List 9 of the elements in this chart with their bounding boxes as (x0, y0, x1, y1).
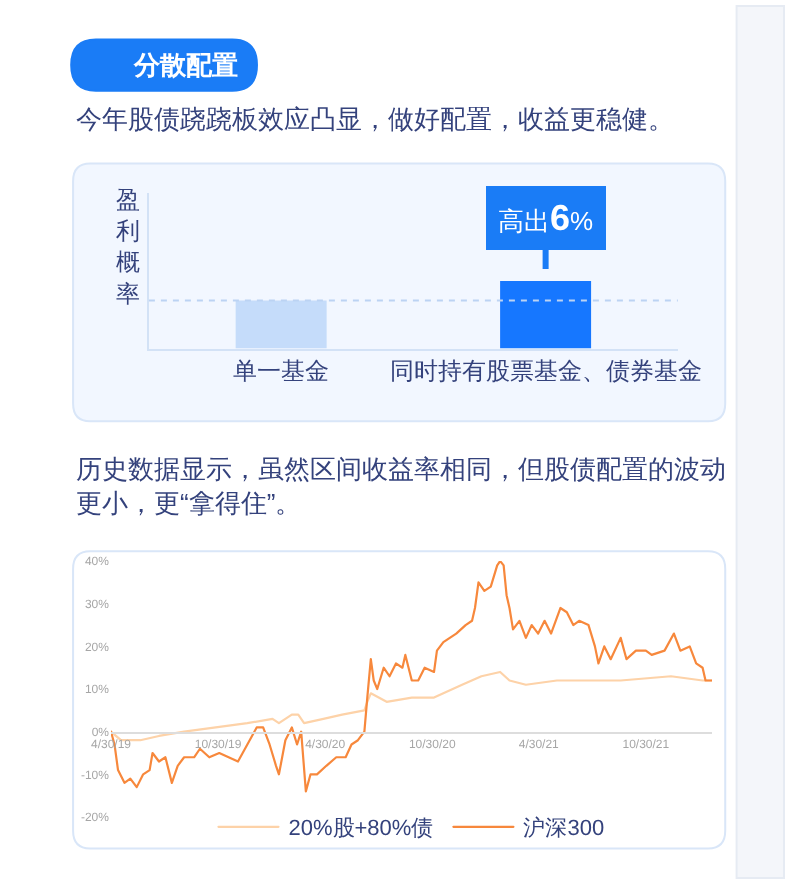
legend-label: 沪深300 (523, 815, 605, 842)
legend-label: 20%股+80%债 (288, 817, 434, 842)
chart-title: 历史数据显示，虽然区间收益率相同，但股债配置的波动更小，更“拿得住”。 (76, 454, 726, 518)
x-tick-label: 同时持有股票基金、债券基金 (389, 357, 702, 386)
y-axis-title: 盈利概率 (116, 186, 140, 308)
chart-subtitle: 今年股债跷跷板效应凸显，做好配置，收益更稳健。 (76, 104, 674, 134)
x-tick-label: 单一基金 (233, 357, 330, 386)
annotation: 高出6% (498, 198, 595, 238)
chart-title: 分散配置 (132, 50, 238, 80)
